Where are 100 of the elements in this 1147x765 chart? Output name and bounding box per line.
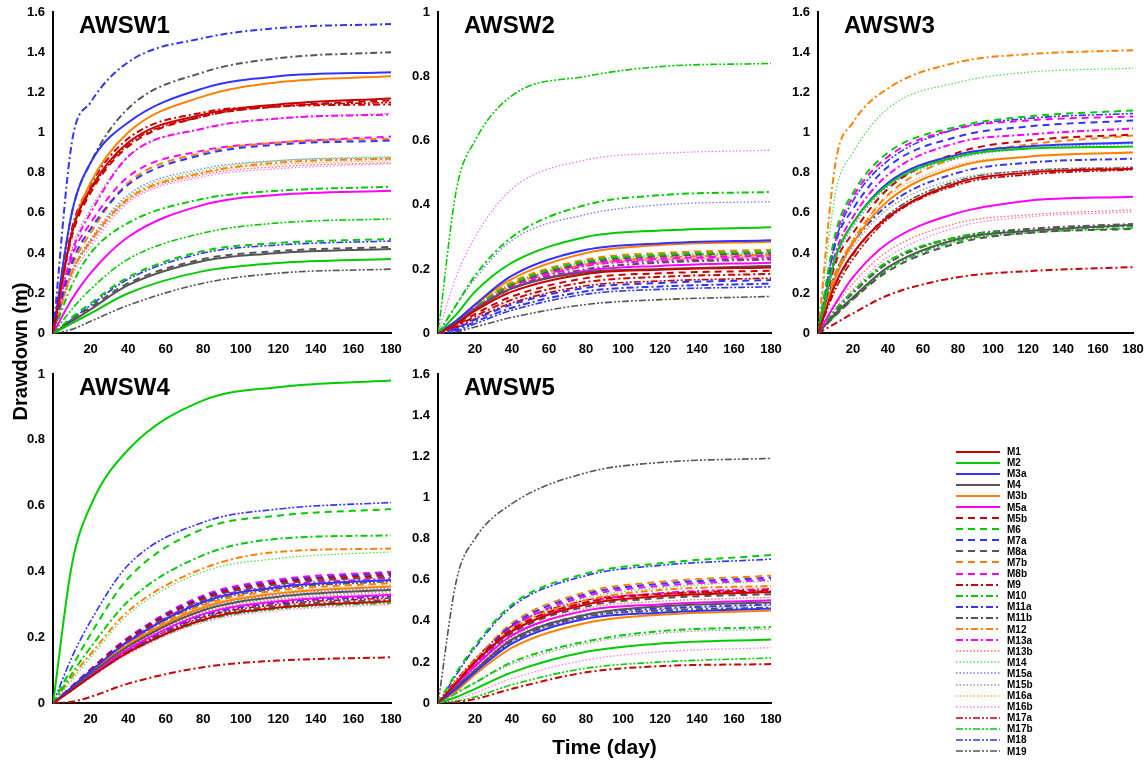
y-tick-label: 1 [37, 124, 46, 140]
y-tick-label: 0.2 [411, 653, 431, 669]
y-tick-label: 0.4 [26, 244, 46, 260]
y-tick-label: 0.4 [791, 244, 811, 260]
x-tick-label: 120 [267, 710, 290, 726]
legend-label: M3b [1007, 490, 1027, 502]
x-tick-label: 60 [541, 710, 557, 726]
y-tick-label: 0 [422, 694, 431, 710]
y-tick-label: 1.6 [791, 3, 811, 19]
legend-label: M4 [1007, 479, 1021, 491]
y-tick-label: 1.2 [791, 83, 811, 99]
x-tick-label: 80 [196, 710, 211, 726]
y-tick-label: 0 [422, 324, 431, 340]
legend-label: M3a [1007, 468, 1027, 480]
legend-label: M16a [1007, 690, 1033, 702]
y-tick-label: 0.8 [791, 164, 811, 180]
y-tick-label: 0.8 [411, 67, 431, 83]
y-tick-label: 0.2 [791, 284, 811, 300]
x-tick-label: 120 [649, 340, 671, 356]
y-tick-label: 1 [37, 365, 46, 381]
y-tick-label: 0.2 [26, 629, 46, 645]
y-tick-label: 0.2 [411, 260, 431, 276]
x-axis-title: Time (day) [552, 735, 657, 759]
x-tick-label: 100 [982, 340, 1004, 356]
legend-label: M15b [1007, 679, 1033, 691]
legend-label: M17a [1007, 712, 1033, 724]
x-tick-label: 140 [686, 710, 708, 726]
x-tick-label: 180 [760, 340, 782, 356]
legend-label: M13b [1007, 645, 1033, 657]
legend-label: M11b [1007, 612, 1033, 624]
x-tick-label: 20 [845, 340, 861, 356]
y-tick-label: 0.6 [411, 571, 431, 587]
y-tick-label: 1.6 [411, 365, 431, 381]
legend-label: M16b [1007, 701, 1033, 713]
y-tick-label: 0.4 [411, 196, 431, 212]
chart-title: AWSW3 [844, 10, 935, 38]
y-tick-label: 1.4 [791, 43, 811, 59]
x-tick-label: 80 [578, 710, 594, 726]
legend-label: M12 [1007, 623, 1027, 635]
y-tick-label: 0 [37, 694, 46, 710]
y-tick-label: 0.6 [411, 132, 431, 148]
y-tick-label: 1.4 [411, 406, 431, 422]
x-tick-label: 20 [83, 710, 98, 726]
x-tick-label: 40 [880, 340, 896, 356]
x-tick-label: 160 [342, 710, 365, 726]
legend-label: M8b [1007, 568, 1027, 580]
legend-label: M11a [1007, 601, 1032, 613]
x-tick-label: 80 [950, 340, 966, 356]
x-tick-label: 140 [1052, 340, 1074, 356]
y-tick-label: 1 [422, 489, 431, 505]
legend-label: M13a [1007, 634, 1033, 646]
x-tick-label: 140 [305, 340, 327, 356]
legend-label: M2 [1007, 457, 1021, 469]
y-tick-label: 0.6 [26, 497, 46, 513]
y-tick-label: 1.4 [26, 43, 46, 59]
x-tick-label: 20 [83, 340, 98, 356]
x-tick-label: 120 [267, 340, 290, 356]
legend-label: M19 [1007, 745, 1027, 757]
legend-label: M9 [1007, 579, 1021, 591]
x-tick-label: 160 [342, 340, 365, 356]
x-tick-label: 100 [612, 340, 634, 356]
legend-label: M5a [1007, 501, 1027, 513]
x-tick-label: 80 [578, 340, 594, 356]
chart-title: AWSW2 [464, 10, 555, 38]
x-tick-label: 60 [158, 710, 173, 726]
x-tick-label: 40 [120, 710, 136, 726]
y-tick-label: 1 [802, 124, 811, 140]
legend-label: M17b [1007, 723, 1033, 735]
y-tick-label: 0.4 [411, 612, 431, 628]
x-tick-label: 160 [723, 340, 745, 356]
x-tick-label: 20 [467, 710, 483, 726]
legend-label: M7b [1007, 556, 1027, 568]
legend-label: M18 [1007, 734, 1027, 746]
y-tick-label: 0 [802, 324, 811, 340]
y-tick-label: 1.2 [411, 447, 431, 463]
legend-label: M8a [1007, 545, 1027, 557]
y-tick-label: 0.8 [26, 431, 46, 447]
legend-label: M14 [1007, 656, 1027, 668]
x-tick-label: 40 [504, 710, 520, 726]
chart-title: AWSW5 [464, 372, 555, 400]
legend-label: M10 [1007, 590, 1027, 602]
x-tick-label: 100 [229, 340, 252, 356]
x-tick-label: 20 [467, 340, 483, 356]
legend-label: M5b [1007, 512, 1027, 524]
y-tick-label: 0.8 [411, 530, 431, 546]
chart-title: AWSW4 [79, 372, 171, 400]
x-tick-label: 140 [305, 710, 327, 726]
legend-label: M1 [1007, 446, 1021, 458]
y-tick-label: 0 [37, 324, 46, 340]
x-tick-label: 60 [915, 340, 931, 356]
x-tick-label: 180 [380, 340, 402, 356]
x-tick-label: 160 [1087, 340, 1109, 356]
x-tick-label: 60 [541, 340, 557, 356]
y-tick-label: 0.4 [26, 563, 46, 579]
chart-title: AWSW1 [79, 10, 170, 38]
x-tick-label: 140 [686, 340, 708, 356]
y-tick-label: 1.6 [26, 3, 46, 19]
y-tick-label: 0.6 [791, 204, 811, 220]
x-tick-label: 40 [120, 340, 136, 356]
y-tick-label: 1.2 [26, 83, 46, 99]
